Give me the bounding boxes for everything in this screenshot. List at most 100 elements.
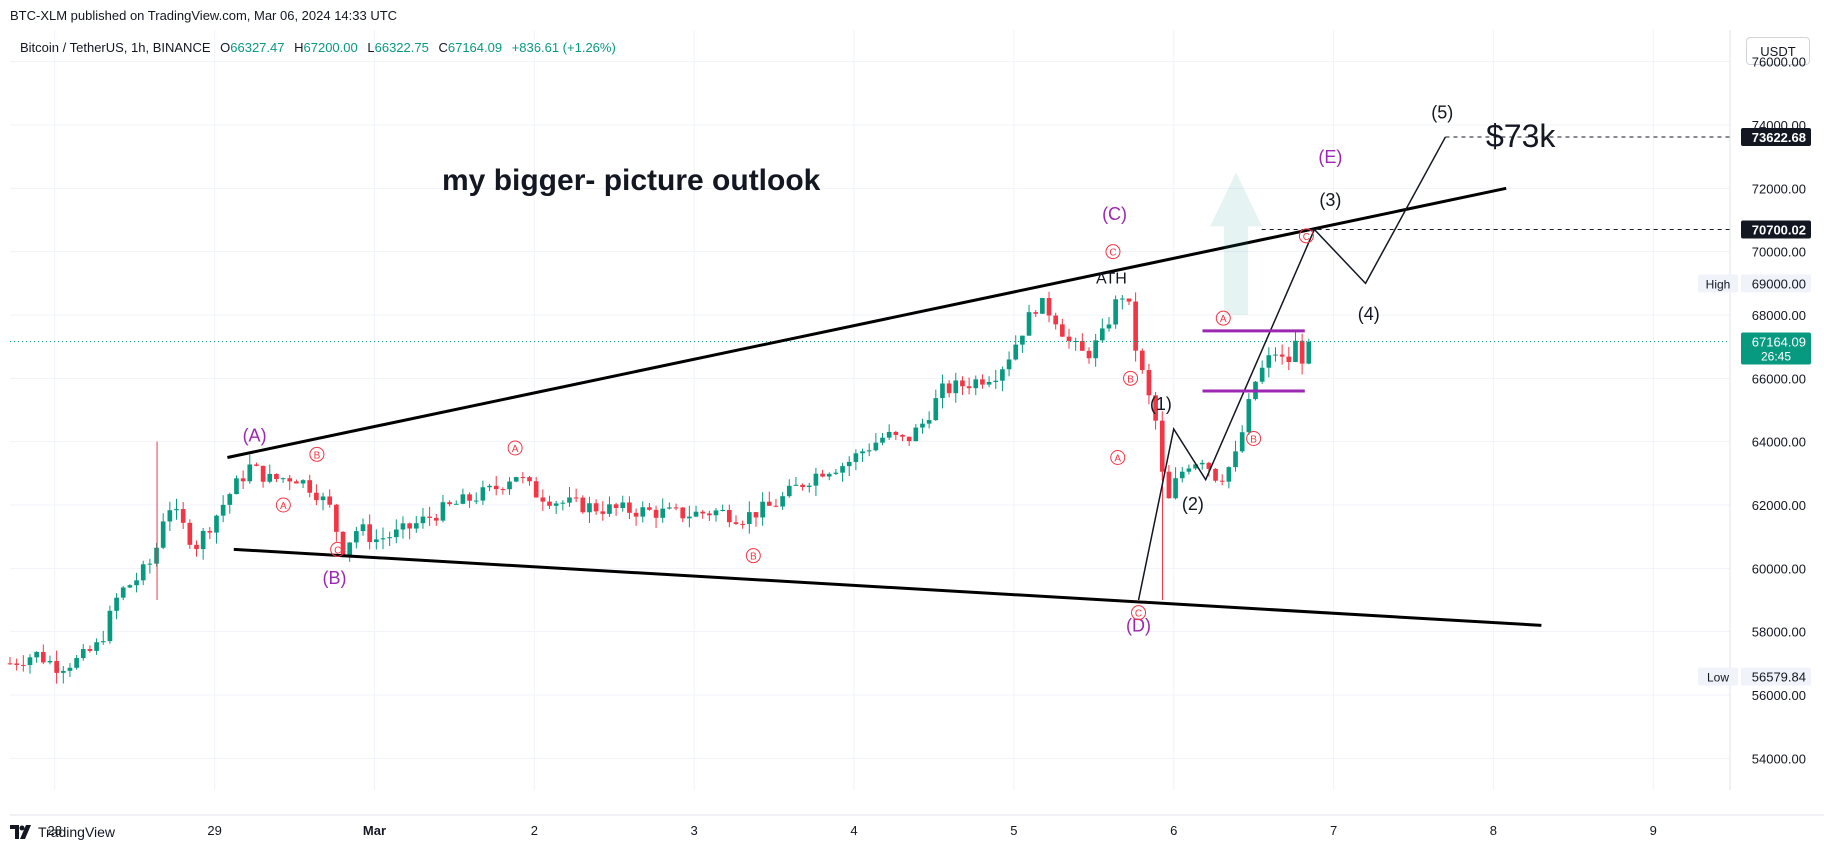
candle-body [913, 427, 919, 442]
candle-body [1113, 299, 1118, 325]
price-label-text: 56579.84 [1752, 670, 1806, 685]
candle-body [367, 524, 372, 543]
candle-body [1119, 298, 1125, 300]
candle-body [520, 477, 526, 479]
candle-body [993, 380, 999, 382]
candle-body [786, 485, 792, 497]
candle-body [147, 563, 153, 565]
circle-label [1298, 228, 1314, 244]
wave-label: (5) [1431, 103, 1453, 123]
price-tick-label: 64000.00 [1752, 435, 1806, 450]
candle-body [453, 503, 459, 505]
candle-body [460, 494, 466, 504]
candle-body [1139, 350, 1145, 370]
candle-body [780, 496, 785, 507]
candle-body [746, 512, 752, 524]
candle-body [680, 507, 686, 519]
close-value: 67164.09 [447, 40, 503, 55]
circle-label-text: B [750, 552, 757, 563]
candle-body [307, 480, 313, 493]
candle-body [840, 466, 845, 473]
candle-body [873, 442, 879, 451]
time-tick-label: 7 [1330, 823, 1337, 838]
candle-body [653, 509, 659, 518]
price-tick-label: 70000.00 [1752, 245, 1806, 260]
time-tick-label: 28 [48, 823, 62, 838]
candle-body [1239, 432, 1245, 452]
candle-body [1146, 369, 1152, 396]
candle-body [1286, 356, 1292, 363]
candle-body [440, 502, 446, 521]
currency-button[interactable]: USDT [1746, 37, 1810, 65]
candle-body [986, 381, 992, 385]
time-tick-label: Mar [363, 823, 386, 838]
candle-body [1126, 298, 1132, 302]
candle-body [820, 473, 825, 477]
price-tick-label: 68000.00 [1752, 308, 1806, 323]
candle-body [314, 492, 319, 501]
candle-body [667, 507, 672, 509]
candle-body [267, 473, 273, 482]
circle-label [1110, 450, 1126, 465]
candle-body [580, 497, 586, 513]
candle-body [67, 667, 73, 671]
candle-body [733, 522, 739, 524]
publish-info: BTC-XLM published on TradingView.com, Ma… [10, 8, 398, 23]
price-tick-label: 76000.00 [1752, 55, 1806, 70]
brand-footer[interactable]: TradingView [10, 824, 115, 840]
candle-body [707, 513, 712, 516]
candle-body [726, 509, 732, 523]
candle-body [393, 529, 399, 538]
candle-body [633, 512, 639, 517]
candle-body [1099, 328, 1105, 341]
high-label: H [294, 40, 304, 55]
candle-body [620, 502, 626, 508]
candle-body [673, 507, 679, 509]
candle-body [826, 473, 832, 477]
circle-label-text: C [334, 545, 341, 556]
circle-label-text: A [1220, 314, 1227, 325]
candle-body [473, 500, 479, 502]
candle-body [347, 542, 353, 556]
circle-label [330, 541, 346, 557]
candle-body [1233, 451, 1238, 468]
candle-body [753, 512, 759, 518]
candle-body [600, 511, 606, 514]
candle-body [920, 423, 925, 428]
candle-body [420, 516, 426, 524]
candle-body [1006, 359, 1012, 370]
drawings [10, 136, 1730, 627]
candle-body [1046, 298, 1052, 316]
candle-body [533, 481, 539, 498]
candle-body [360, 524, 366, 532]
chart-title: my bigger- picture outlook [442, 164, 821, 197]
candle-body [160, 521, 166, 548]
close-label: C [438, 40, 448, 55]
candle-body [87, 649, 93, 651]
candle-body [860, 451, 865, 454]
candle-body [966, 386, 972, 389]
candle-body [687, 516, 692, 519]
ohlc-legend: Bitcoin / TetherUS, 1h, BINANCE O66327.4… [20, 40, 622, 55]
candle-body [660, 508, 666, 518]
candle-body [320, 496, 326, 501]
candle-body [1133, 301, 1138, 351]
candle-body [7, 663, 13, 665]
candle-body [953, 380, 959, 394]
time-tick-label: 3 [691, 823, 698, 838]
candlestick-series [7, 291, 1312, 684]
price-tag-box [1698, 274, 1738, 293]
candle-body [940, 383, 945, 399]
candle-body [527, 477, 532, 482]
candle-body [1306, 341, 1312, 364]
price-label-box [1741, 274, 1811, 293]
candle-body [107, 610, 113, 642]
circle-label [1123, 370, 1139, 386]
time-tick-label: 6 [1170, 823, 1177, 838]
circle-label [1215, 310, 1231, 326]
circle-label [1131, 605, 1147, 621]
candle-body [54, 661, 59, 673]
wave-projection-line [1137, 136, 1447, 601]
target-label: $73k [1486, 118, 1556, 154]
